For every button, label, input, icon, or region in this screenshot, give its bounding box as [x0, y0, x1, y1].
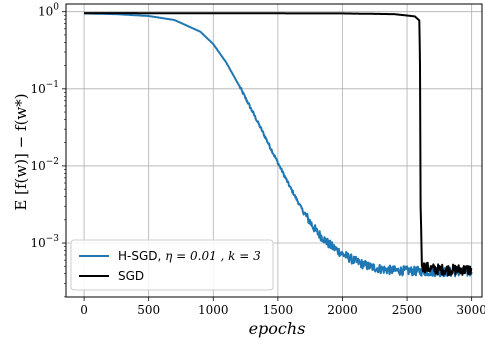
- legend-label-sgd-prefix: SGD: [118, 269, 144, 283]
- x-tick-label: 2500: [392, 303, 423, 317]
- series-layer: [83, 12, 473, 278]
- y-axis-label: E [f(w)] − f(w*): [12, 93, 30, 210]
- legend-box: [70, 239, 274, 291]
- legend-label-h-sgd: H-SGD, η = 0.01 , k = 3: [118, 249, 261, 263]
- x-tick-label: 0: [80, 303, 88, 317]
- y-tick-label: 10−3: [30, 234, 59, 250]
- x-tick-label: 1500: [263, 303, 294, 317]
- x-tick-label: 1000: [198, 303, 229, 317]
- y-tick-label: 100: [38, 3, 59, 19]
- y-axis: 100 10−1 10−2 10−3: [30, 3, 66, 298]
- plot-frame: [65, 3, 483, 298]
- x-axis-label: epochs: [249, 319, 306, 338]
- legend: H-SGD, η = 0.01 , k = 3 SGD: [70, 239, 274, 291]
- legend-label-h-sgd-math: η = 0.01 , k = 3: [165, 249, 261, 263]
- x-tick-label: 2000: [327, 303, 358, 317]
- series-line-0: [83, 12, 473, 278]
- legend-label-sgd: SGD: [118, 269, 144, 283]
- series-line-1: [83, 12, 473, 277]
- x-tick-label: 3000: [456, 303, 485, 317]
- y-tick-label: 10−1: [30, 80, 59, 96]
- x-tick-label: 500: [137, 303, 160, 317]
- legend-label-h-sgd-prefix: H-SGD,: [118, 249, 165, 263]
- y-tick-label: 10−2: [30, 157, 59, 173]
- x-axis: 0 500 1000 1500 2000 2500 3000: [80, 297, 485, 317]
